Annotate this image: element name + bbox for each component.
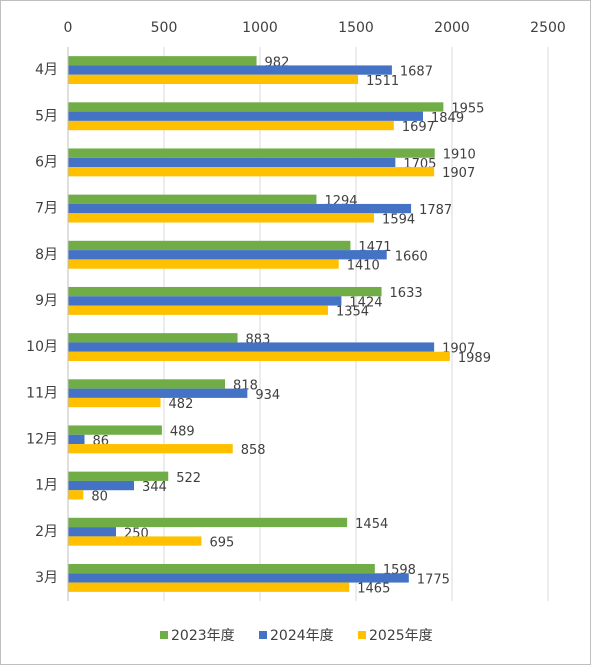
value-label: 1907 bbox=[442, 342, 475, 357]
value-label: 1775 bbox=[417, 572, 450, 587]
y-tick-label: 10月 bbox=[26, 339, 58, 355]
x-tick-label: 1500 bbox=[338, 20, 374, 36]
value-label: 1955 bbox=[451, 101, 484, 116]
x-tick-label: 1000 bbox=[242, 20, 278, 36]
bar bbox=[68, 305, 328, 315]
legend-marker bbox=[160, 631, 168, 639]
bar bbox=[68, 167, 435, 177]
bar bbox=[68, 397, 161, 408]
y-tick-label: 3月 bbox=[35, 570, 58, 586]
bar bbox=[68, 120, 394, 131]
bar bbox=[68, 102, 444, 112]
y-tick-label: 11月 bbox=[26, 385, 58, 401]
value-label: 1465 bbox=[357, 582, 390, 597]
bar bbox=[68, 157, 396, 168]
bar bbox=[68, 563, 375, 574]
bar bbox=[68, 65, 392, 75]
legend-label: 2023年度 bbox=[171, 628, 235, 644]
bar bbox=[68, 480, 135, 491]
value-label: 344 bbox=[142, 480, 167, 495]
y-tick-label: 4月 bbox=[35, 62, 58, 78]
legend-marker bbox=[259, 631, 267, 639]
value-label: 1660 bbox=[395, 249, 428, 264]
bar bbox=[68, 194, 317, 204]
x-tick-label: 500 bbox=[151, 20, 178, 36]
bar bbox=[68, 286, 382, 297]
bar bbox=[68, 444, 233, 454]
value-label: 1511 bbox=[366, 74, 399, 89]
value-label: 695 bbox=[209, 536, 234, 551]
y-tick-label: 5月 bbox=[35, 108, 58, 124]
bar bbox=[68, 203, 412, 214]
bar bbox=[68, 471, 169, 481]
bar bbox=[68, 582, 350, 592]
legend-label: 2025年度 bbox=[369, 628, 433, 644]
value-label: 1454 bbox=[355, 517, 388, 532]
x-tick-label: 2000 bbox=[434, 20, 470, 36]
legend-marker bbox=[358, 631, 366, 639]
bar bbox=[68, 379, 226, 389]
value-label: 1787 bbox=[419, 203, 452, 218]
value-label: 1697 bbox=[402, 120, 435, 135]
bar bbox=[68, 333, 238, 343]
y-tick-label: 2月 bbox=[35, 524, 58, 540]
bar bbox=[68, 259, 339, 269]
bar bbox=[68, 213, 375, 223]
bar bbox=[68, 517, 348, 528]
value-label: 482 bbox=[169, 397, 194, 412]
bar bbox=[68, 74, 359, 85]
bar bbox=[68, 425, 162, 435]
legend-label: 2024年度 bbox=[270, 628, 334, 644]
value-label: 1410 bbox=[347, 259, 380, 274]
bar bbox=[68, 296, 342, 306]
value-label: 858 bbox=[241, 443, 266, 458]
bar bbox=[68, 490, 84, 500]
value-label: 1354 bbox=[336, 305, 369, 320]
bar bbox=[68, 250, 387, 260]
bar bbox=[68, 111, 424, 121]
value-label: 1687 bbox=[400, 65, 433, 80]
y-tick-label: 7月 bbox=[35, 201, 58, 217]
x-tick-label: 2500 bbox=[530, 20, 566, 36]
value-label: 1594 bbox=[382, 212, 415, 227]
value-label: 489 bbox=[170, 425, 195, 440]
y-tick-label: 9月 bbox=[35, 293, 58, 309]
value-label: 522 bbox=[176, 471, 201, 486]
bar bbox=[68, 388, 248, 398]
y-tick-label: 6月 bbox=[35, 154, 58, 170]
bar bbox=[68, 351, 450, 362]
bar bbox=[68, 148, 435, 158]
y-tick-label: 1月 bbox=[35, 478, 58, 494]
bar bbox=[68, 56, 257, 66]
y-tick-label: 8月 bbox=[35, 247, 58, 263]
bar bbox=[68, 342, 435, 352]
y-tick-label: 12月 bbox=[26, 431, 58, 447]
value-label: 1907 bbox=[442, 166, 475, 181]
value-label: 1989 bbox=[458, 351, 491, 366]
bar bbox=[68, 240, 351, 251]
value-label: 934 bbox=[255, 388, 280, 403]
value-label: 1633 bbox=[390, 286, 423, 301]
x-tick-label: 0 bbox=[64, 20, 73, 36]
value-label: 1910 bbox=[443, 148, 476, 163]
bar bbox=[68, 527, 116, 537]
value-label: 80 bbox=[91, 489, 108, 504]
bar bbox=[68, 434, 85, 445]
value-label: 1424 bbox=[349, 295, 382, 310]
value-label: 1849 bbox=[431, 111, 464, 126]
bar bbox=[68, 573, 409, 583]
bar bbox=[68, 536, 202, 546]
